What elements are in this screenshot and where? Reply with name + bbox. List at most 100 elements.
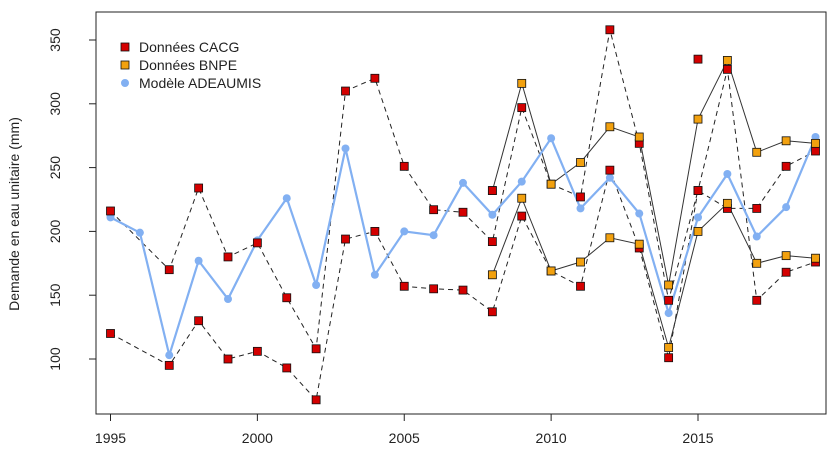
data-point [752, 258, 762, 268]
data-point [224, 295, 232, 304]
data-point [781, 267, 791, 277]
data-point [135, 228, 144, 237]
data-point [664, 295, 674, 305]
data-point [605, 233, 615, 243]
data-point [811, 253, 820, 263]
y-axis: 100 150 200 250 300 350 [47, 28, 96, 371]
series-line-3 [491, 59, 816, 286]
data-point [722, 56, 732, 65]
y-tick-label: 150 [47, 283, 63, 307]
series-line-2 [110, 69, 816, 401]
data-point [547, 134, 556, 143]
data-point [370, 73, 380, 83]
y-tick-label: 300 [47, 92, 63, 116]
data-point [282, 194, 291, 203]
x-tick-label: 2010 [536, 430, 567, 446]
data-point [605, 122, 615, 132]
legend-label: Données CACG [139, 39, 239, 55]
data-point [722, 64, 732, 74]
data-point [517, 78, 527, 88]
data-point [722, 198, 732, 208]
data-point [223, 252, 233, 262]
x-tick-label: 2005 [389, 430, 420, 446]
data-point [576, 192, 585, 202]
data-point [194, 256, 203, 265]
data-point [664, 309, 673, 318]
data-point [341, 86, 350, 96]
series-line-model [109, 135, 817, 360]
data-point [664, 353, 674, 363]
data-point [311, 395, 321, 405]
series-line-4 [491, 196, 816, 350]
data-point [752, 232, 761, 241]
data-point [194, 183, 204, 193]
data-point [605, 173, 614, 182]
data-point [576, 281, 585, 291]
data-point [252, 346, 262, 356]
x-axis: 1995 2000 2005 2010 2015 [95, 414, 714, 446]
data-point [341, 234, 350, 244]
data-point [370, 270, 379, 279]
plot-frame [95, 11, 827, 415]
data-point [164, 265, 174, 275]
y-axis-label: Demande en eau unitaire (mm) [6, 117, 22, 311]
x-tick-label: 1995 [95, 430, 126, 446]
data-point [487, 307, 497, 317]
data-point [370, 226, 380, 236]
data-point [400, 227, 409, 236]
plot-border [95, 11, 827, 415]
data-point [312, 280, 321, 289]
data-point [458, 207, 468, 217]
data-point [781, 161, 791, 171]
data-point [782, 203, 791, 212]
data-point [487, 237, 497, 247]
data-point [811, 146, 820, 156]
series-line-1 [110, 29, 816, 351]
data-point [723, 169, 732, 178]
data-point [517, 103, 527, 113]
data-point [487, 270, 497, 280]
data-point [693, 114, 703, 124]
data-point [781, 251, 791, 261]
data-point [487, 186, 497, 195]
data-point [693, 54, 703, 64]
x-tick-label: 2015 [682, 430, 713, 446]
data-point [752, 147, 762, 157]
data-point [106, 206, 115, 216]
data-point [546, 266, 556, 276]
y-tick-label: 100 [47, 347, 63, 371]
data-point [282, 363, 292, 373]
data-point [634, 132, 644, 142]
data-point [605, 25, 615, 35]
data-point [517, 177, 526, 186]
data-point [165, 351, 174, 360]
legend-label: Modèle ADEAUMIS [139, 75, 261, 91]
x-tick-label: 2000 [242, 430, 273, 446]
data-point [194, 316, 204, 326]
data-point [576, 204, 585, 213]
data-point [459, 178, 467, 187]
data-point [576, 158, 585, 167]
data-point [752, 204, 762, 213]
data-point [664, 280, 674, 290]
data-point [605, 165, 615, 175]
data-point [664, 343, 674, 352]
data-point [576, 257, 585, 267]
data-point [488, 210, 497, 219]
data-point [252, 238, 262, 248]
legend-marker [120, 60, 130, 70]
data-point [458, 285, 468, 295]
y-tick-label: 200 [47, 220, 63, 244]
data-point [694, 213, 702, 222]
data-point [635, 209, 644, 218]
data-point [693, 186, 703, 195]
data-point [311, 344, 321, 354]
data-point [223, 354, 233, 364]
data-point [399, 281, 409, 291]
legend-label: Données BNPE [139, 57, 237, 73]
data-point [634, 239, 644, 249]
data-point [781, 136, 791, 146]
data-point [282, 293, 292, 303]
legend-marker [121, 79, 129, 87]
